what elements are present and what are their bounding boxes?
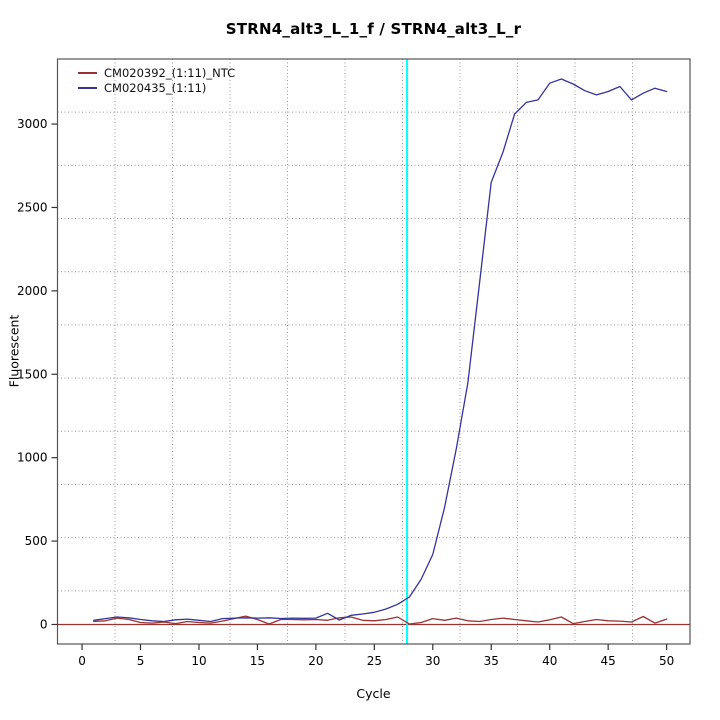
y-tick-label: 3000 bbox=[17, 117, 48, 131]
grid-layer bbox=[57, 59, 690, 644]
x-axis-title: Cycle bbox=[356, 686, 391, 701]
chart-title: STRN4_alt3_L_1_f / STRN4_alt3_L_r bbox=[225, 20, 522, 38]
x-tick-label: 30 bbox=[425, 654, 440, 668]
y-tick-label: 1000 bbox=[17, 451, 48, 465]
sample-line-swatch bbox=[78, 86, 97, 89]
sample-series-line bbox=[93, 78, 668, 623]
legend: CM020392_(1:11)_NTC CM020435_(1:11) bbox=[78, 65, 236, 95]
y-axis-title: Fluorescent bbox=[6, 314, 22, 388]
ntc-series-line bbox=[93, 615, 668, 625]
x-tick-label: 25 bbox=[367, 654, 382, 668]
legend-entry-sample: CM020435_(1:11) bbox=[78, 80, 235, 95]
tick-label-layer: 0 5 10 15 20 25 30 35 40 45 5005001000150020002500… bbox=[17, 117, 674, 668]
legend-entry-ntc: CM020392_(1:11)_NTC bbox=[78, 65, 236, 80]
x-tick-label: 20 bbox=[308, 654, 323, 668]
ntc-legend-label: CM020392_(1:11)_NTC bbox=[104, 65, 236, 80]
x-tick-label: 45 bbox=[601, 654, 616, 668]
y-tick-label: 0 bbox=[40, 617, 48, 631]
tick-layer bbox=[51, 123, 668, 650]
y-tick-label: 1500 bbox=[17, 367, 48, 381]
series-layer bbox=[93, 78, 668, 625]
y-tick-label: 2500 bbox=[17, 200, 48, 214]
y-tick-label: 2000 bbox=[17, 284, 48, 298]
x-tick-label: 40 bbox=[542, 654, 557, 668]
plot-frame-layer bbox=[56, 58, 691, 645]
x-tick-label: 10 bbox=[191, 654, 206, 668]
x-tick-label: 35 bbox=[484, 654, 499, 668]
x-tick-label: 15 bbox=[250, 654, 265, 668]
y-tick-label: 500 bbox=[25, 534, 48, 548]
sample-legend-label: CM020435_(1:11) bbox=[104, 80, 207, 95]
x-tick-label: 0 bbox=[78, 654, 86, 668]
x-tick-label: 5 bbox=[137, 654, 145, 668]
plot-frame bbox=[56, 58, 691, 645]
ntc-line-swatch bbox=[78, 71, 97, 74]
x-tick-label: 50 bbox=[659, 654, 674, 668]
